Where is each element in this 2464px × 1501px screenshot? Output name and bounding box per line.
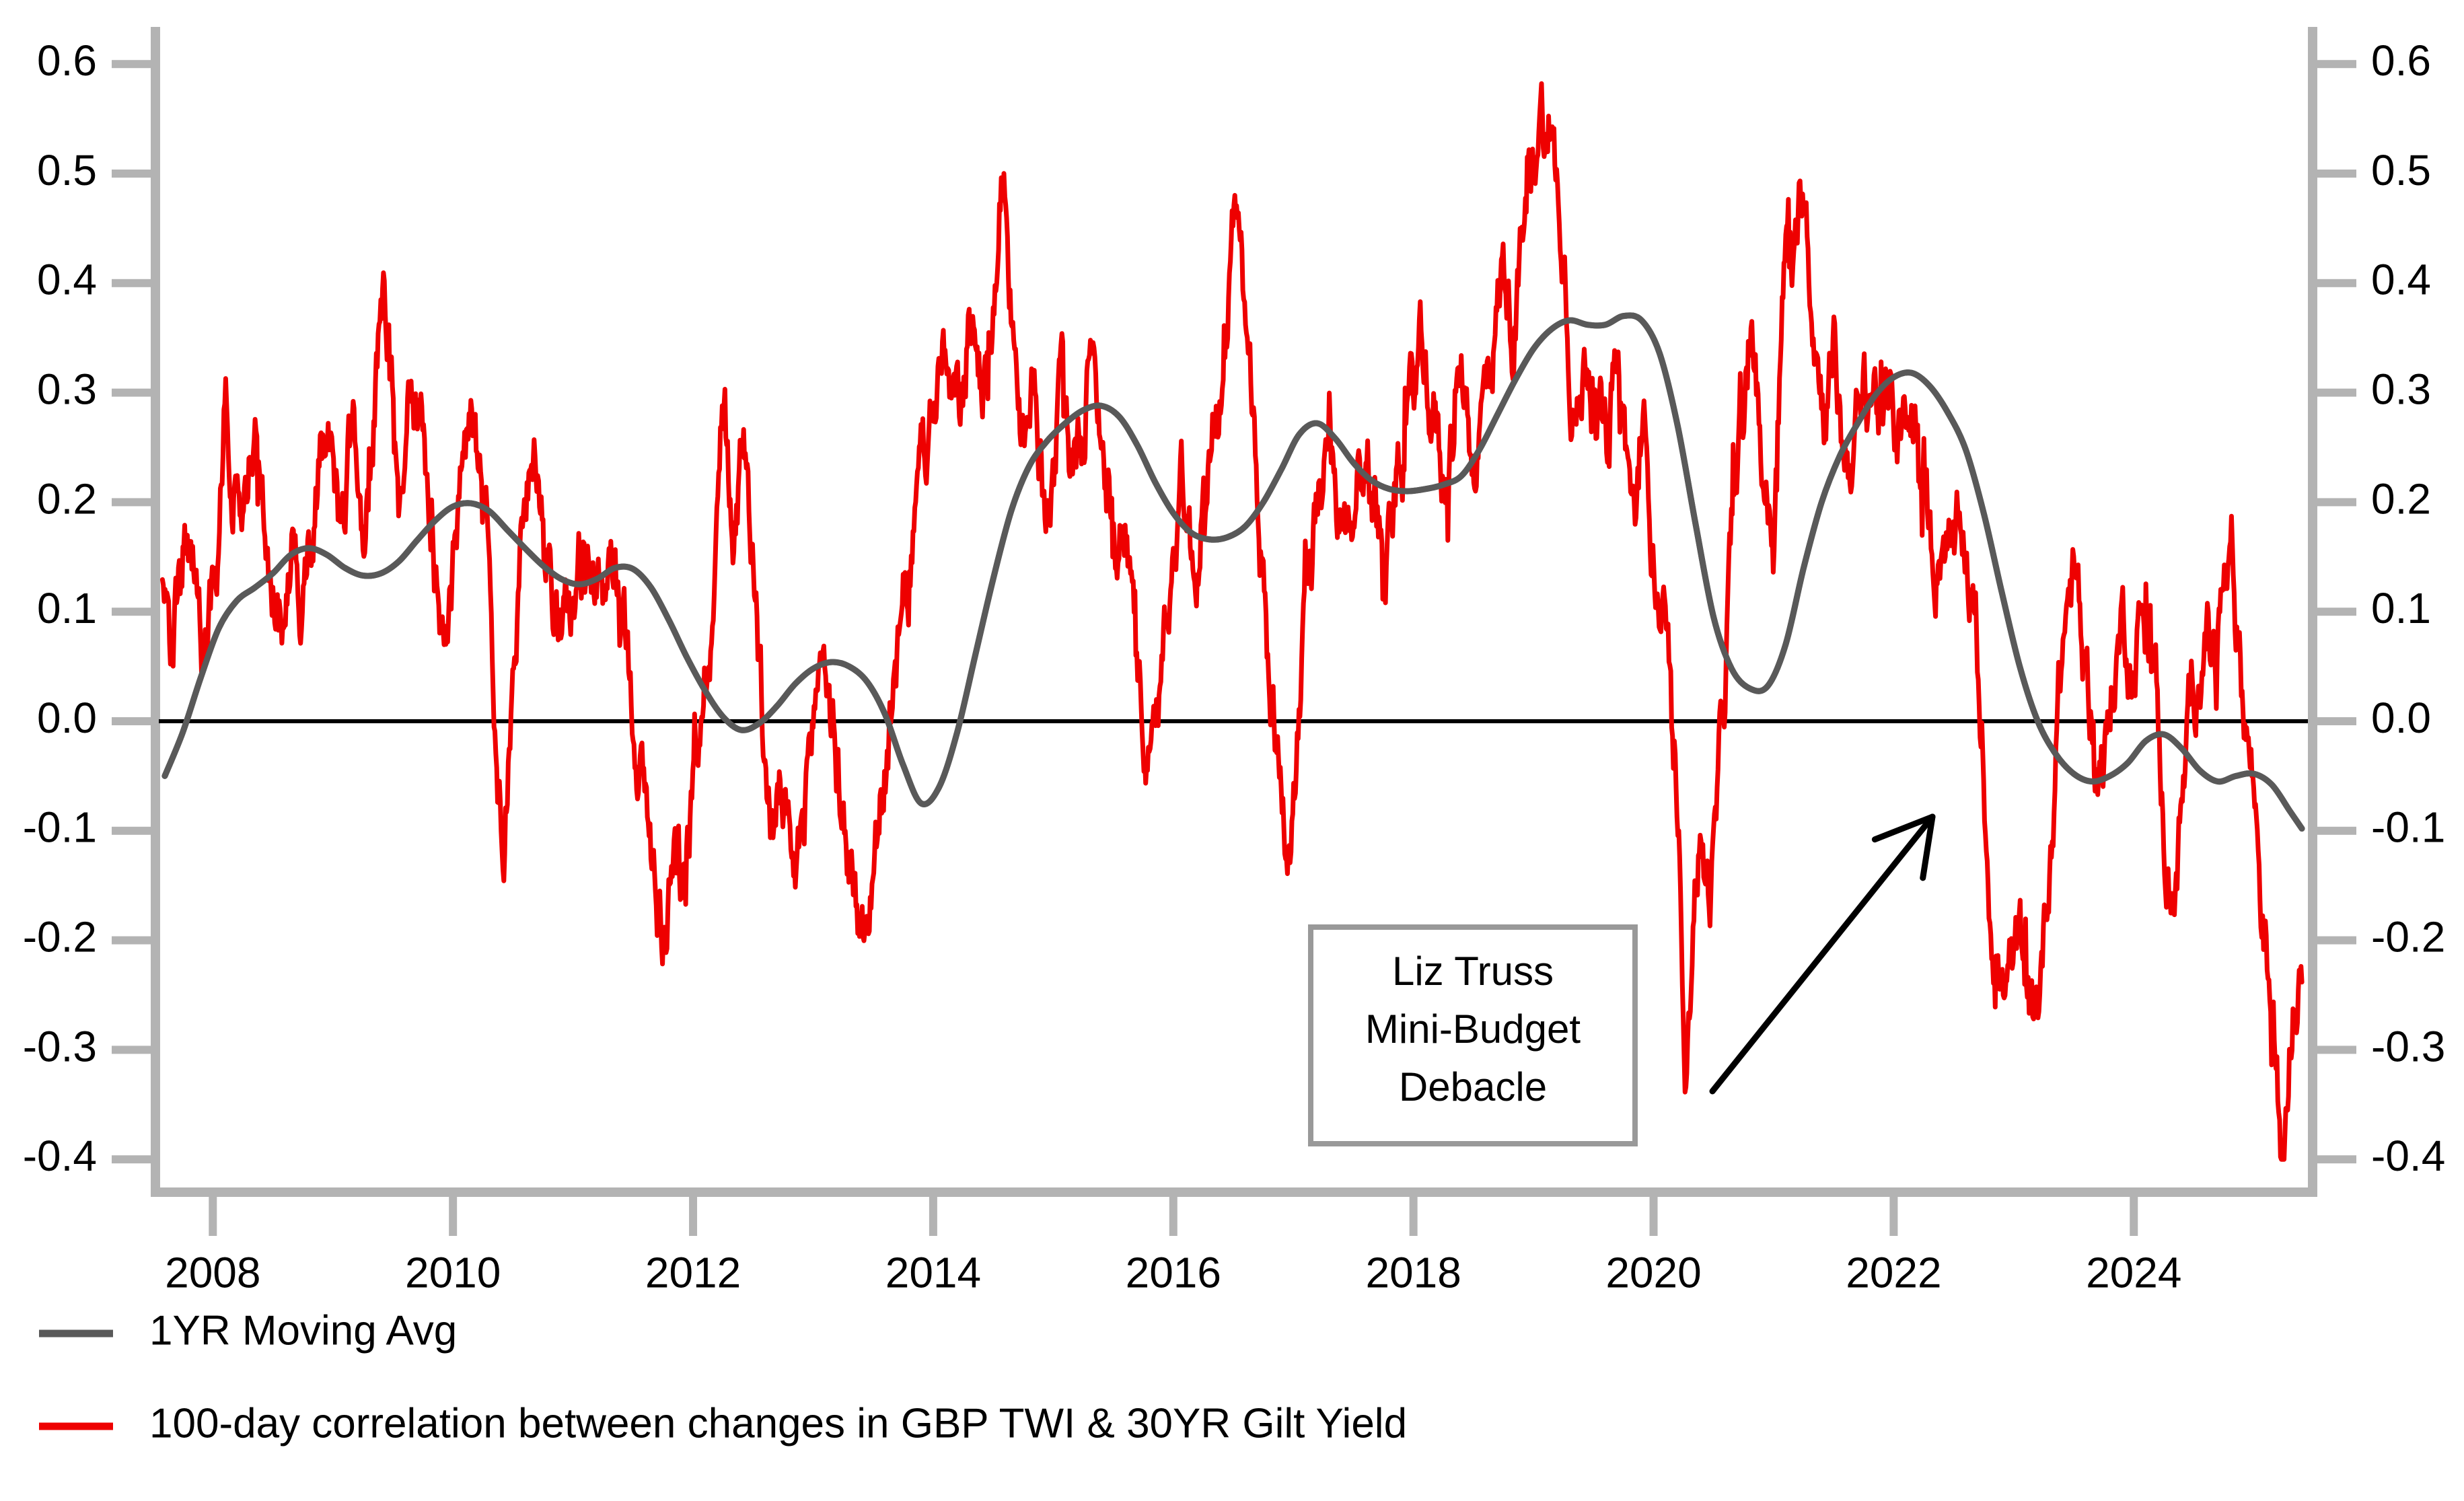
annotation-arrow-shaft xyxy=(1709,813,1936,1095)
annotation-box xyxy=(1308,924,1638,1146)
x-axis-tick-label: 2008 xyxy=(165,1248,260,1296)
x-axis-tick-label: 2012 xyxy=(645,1248,741,1296)
y-axis-tick-label-left: -0.1 xyxy=(23,803,97,852)
x-tick xyxy=(929,1197,937,1236)
annotation-line: Debacle xyxy=(1399,1064,1547,1109)
legend-label: 1YR Moving Avg xyxy=(149,1307,457,1354)
y-tick-left xyxy=(112,1046,151,1054)
y-axis-left-spine xyxy=(151,27,160,1189)
y-tick-left xyxy=(112,498,151,507)
y-tick-right xyxy=(2317,279,2356,287)
legend-label: 100-day correlation between changes in G… xyxy=(149,1400,1407,1447)
y-tick-left xyxy=(112,826,151,835)
x-tick xyxy=(1889,1197,1898,1236)
y-tick-right xyxy=(2317,1046,2356,1054)
y-tick-left xyxy=(112,1155,151,1164)
x-tick xyxy=(689,1197,698,1236)
y-axis-tick-label-right: -0.3 xyxy=(2371,1022,2445,1070)
y-tick-left xyxy=(112,388,151,397)
y-axis-tick-label-right: 0.4 xyxy=(2371,256,2431,304)
y-axis-right-spine xyxy=(2308,27,2317,1189)
y-tick-right xyxy=(2317,498,2356,507)
x-tick xyxy=(2130,1197,2138,1236)
y-axis-tick-label-left: 0.4 xyxy=(37,256,97,304)
x-axis-tick-label: 2022 xyxy=(1846,1248,1941,1296)
annotation-arrow-head-left xyxy=(1920,813,1936,881)
series-group xyxy=(159,81,2305,1162)
y-axis-tick-label-right: 0.0 xyxy=(2371,694,2431,742)
plot-area xyxy=(159,81,2305,1162)
y-axis-tick-label-right: -0.4 xyxy=(2371,1132,2445,1180)
y-tick-right xyxy=(2317,1155,2356,1164)
x-tick xyxy=(1169,1197,1177,1236)
annotation-line: Liz Truss xyxy=(1392,949,1554,994)
y-tick-right xyxy=(2317,388,2356,397)
y-axis-tick-label-left: -0.4 xyxy=(23,1132,97,1180)
y-axis-tick-label-left: 0.3 xyxy=(37,365,97,414)
annotation-arrow-head-right xyxy=(1871,813,1936,843)
x-axis-tick-label: 2024 xyxy=(2086,1248,2181,1296)
x-axis-tick-label: 2014 xyxy=(885,1248,981,1296)
y-axis-tick-label-left: 0.6 xyxy=(37,36,97,85)
y-tick-left xyxy=(112,170,151,178)
x-axis-tick-label: 2010 xyxy=(405,1248,501,1296)
y-tick-right xyxy=(2317,170,2356,178)
x-tick xyxy=(1409,1197,1418,1236)
y-axis-tick-label-right: -0.2 xyxy=(2371,913,2445,961)
y-tick-left xyxy=(112,717,151,725)
y-tick-right xyxy=(2317,936,2356,945)
y-axis-tick-label-right: 0.2 xyxy=(2371,474,2431,523)
x-axis-spine xyxy=(151,1187,2317,1197)
y-axis-tick-label-left: 0.5 xyxy=(37,146,97,194)
x-tick xyxy=(209,1197,217,1236)
x-axis-tick-label: 2016 xyxy=(1126,1248,1221,1296)
y-tick-left xyxy=(112,60,151,69)
y-axis-tick-label-right: 0.5 xyxy=(2371,146,2431,194)
annotations-group: Liz Truss Mini-Budget Debacle xyxy=(1308,813,1936,1146)
y-tick-left xyxy=(112,608,151,616)
annotation-line: Mini-Budget xyxy=(1365,1006,1581,1052)
y-tick-left xyxy=(112,279,151,287)
y-axis-tick-label-right: -0.1 xyxy=(2371,803,2445,852)
y-axis-tick-label-left: -0.3 xyxy=(23,1022,97,1070)
legend-group: 1YR Moving Avg 100-day correlation betwee… xyxy=(39,1307,1407,1447)
y-axis-tick-label-right: 0.1 xyxy=(2371,584,2431,632)
y-axis-tick-label-left: -0.2 xyxy=(23,913,97,961)
y-axis-tick-label-left: 0.0 xyxy=(37,694,97,742)
y-tick-right xyxy=(2317,60,2356,69)
x-tick xyxy=(449,1197,458,1236)
series-line-correlation xyxy=(159,81,2305,1162)
y-axis-tick-label-right: 0.6 xyxy=(2371,36,2431,85)
y-axis-tick-label-left: 0.2 xyxy=(37,474,97,523)
series-line-moving-average-top xyxy=(161,312,2305,832)
x-axis-tick-label: 2018 xyxy=(1365,1248,1461,1296)
x-axis-tick-label: 2020 xyxy=(1605,1248,1701,1296)
x-tick xyxy=(1649,1197,1658,1236)
y-axis-tick-label-right: 0.3 xyxy=(2371,365,2431,414)
axes-group: 0.6 0.6 0.5 0.5 0.4 0.4 0.3 0.3 0.2 0.2 0.1 0.1 0.0 0… xyxy=(23,27,2445,1296)
y-tick-right xyxy=(2317,608,2356,616)
y-tick-right xyxy=(2317,717,2356,725)
y-tick-left xyxy=(112,936,151,945)
y-tick-right xyxy=(2317,826,2356,835)
y-axis-tick-label-left: 0.1 xyxy=(37,584,97,632)
